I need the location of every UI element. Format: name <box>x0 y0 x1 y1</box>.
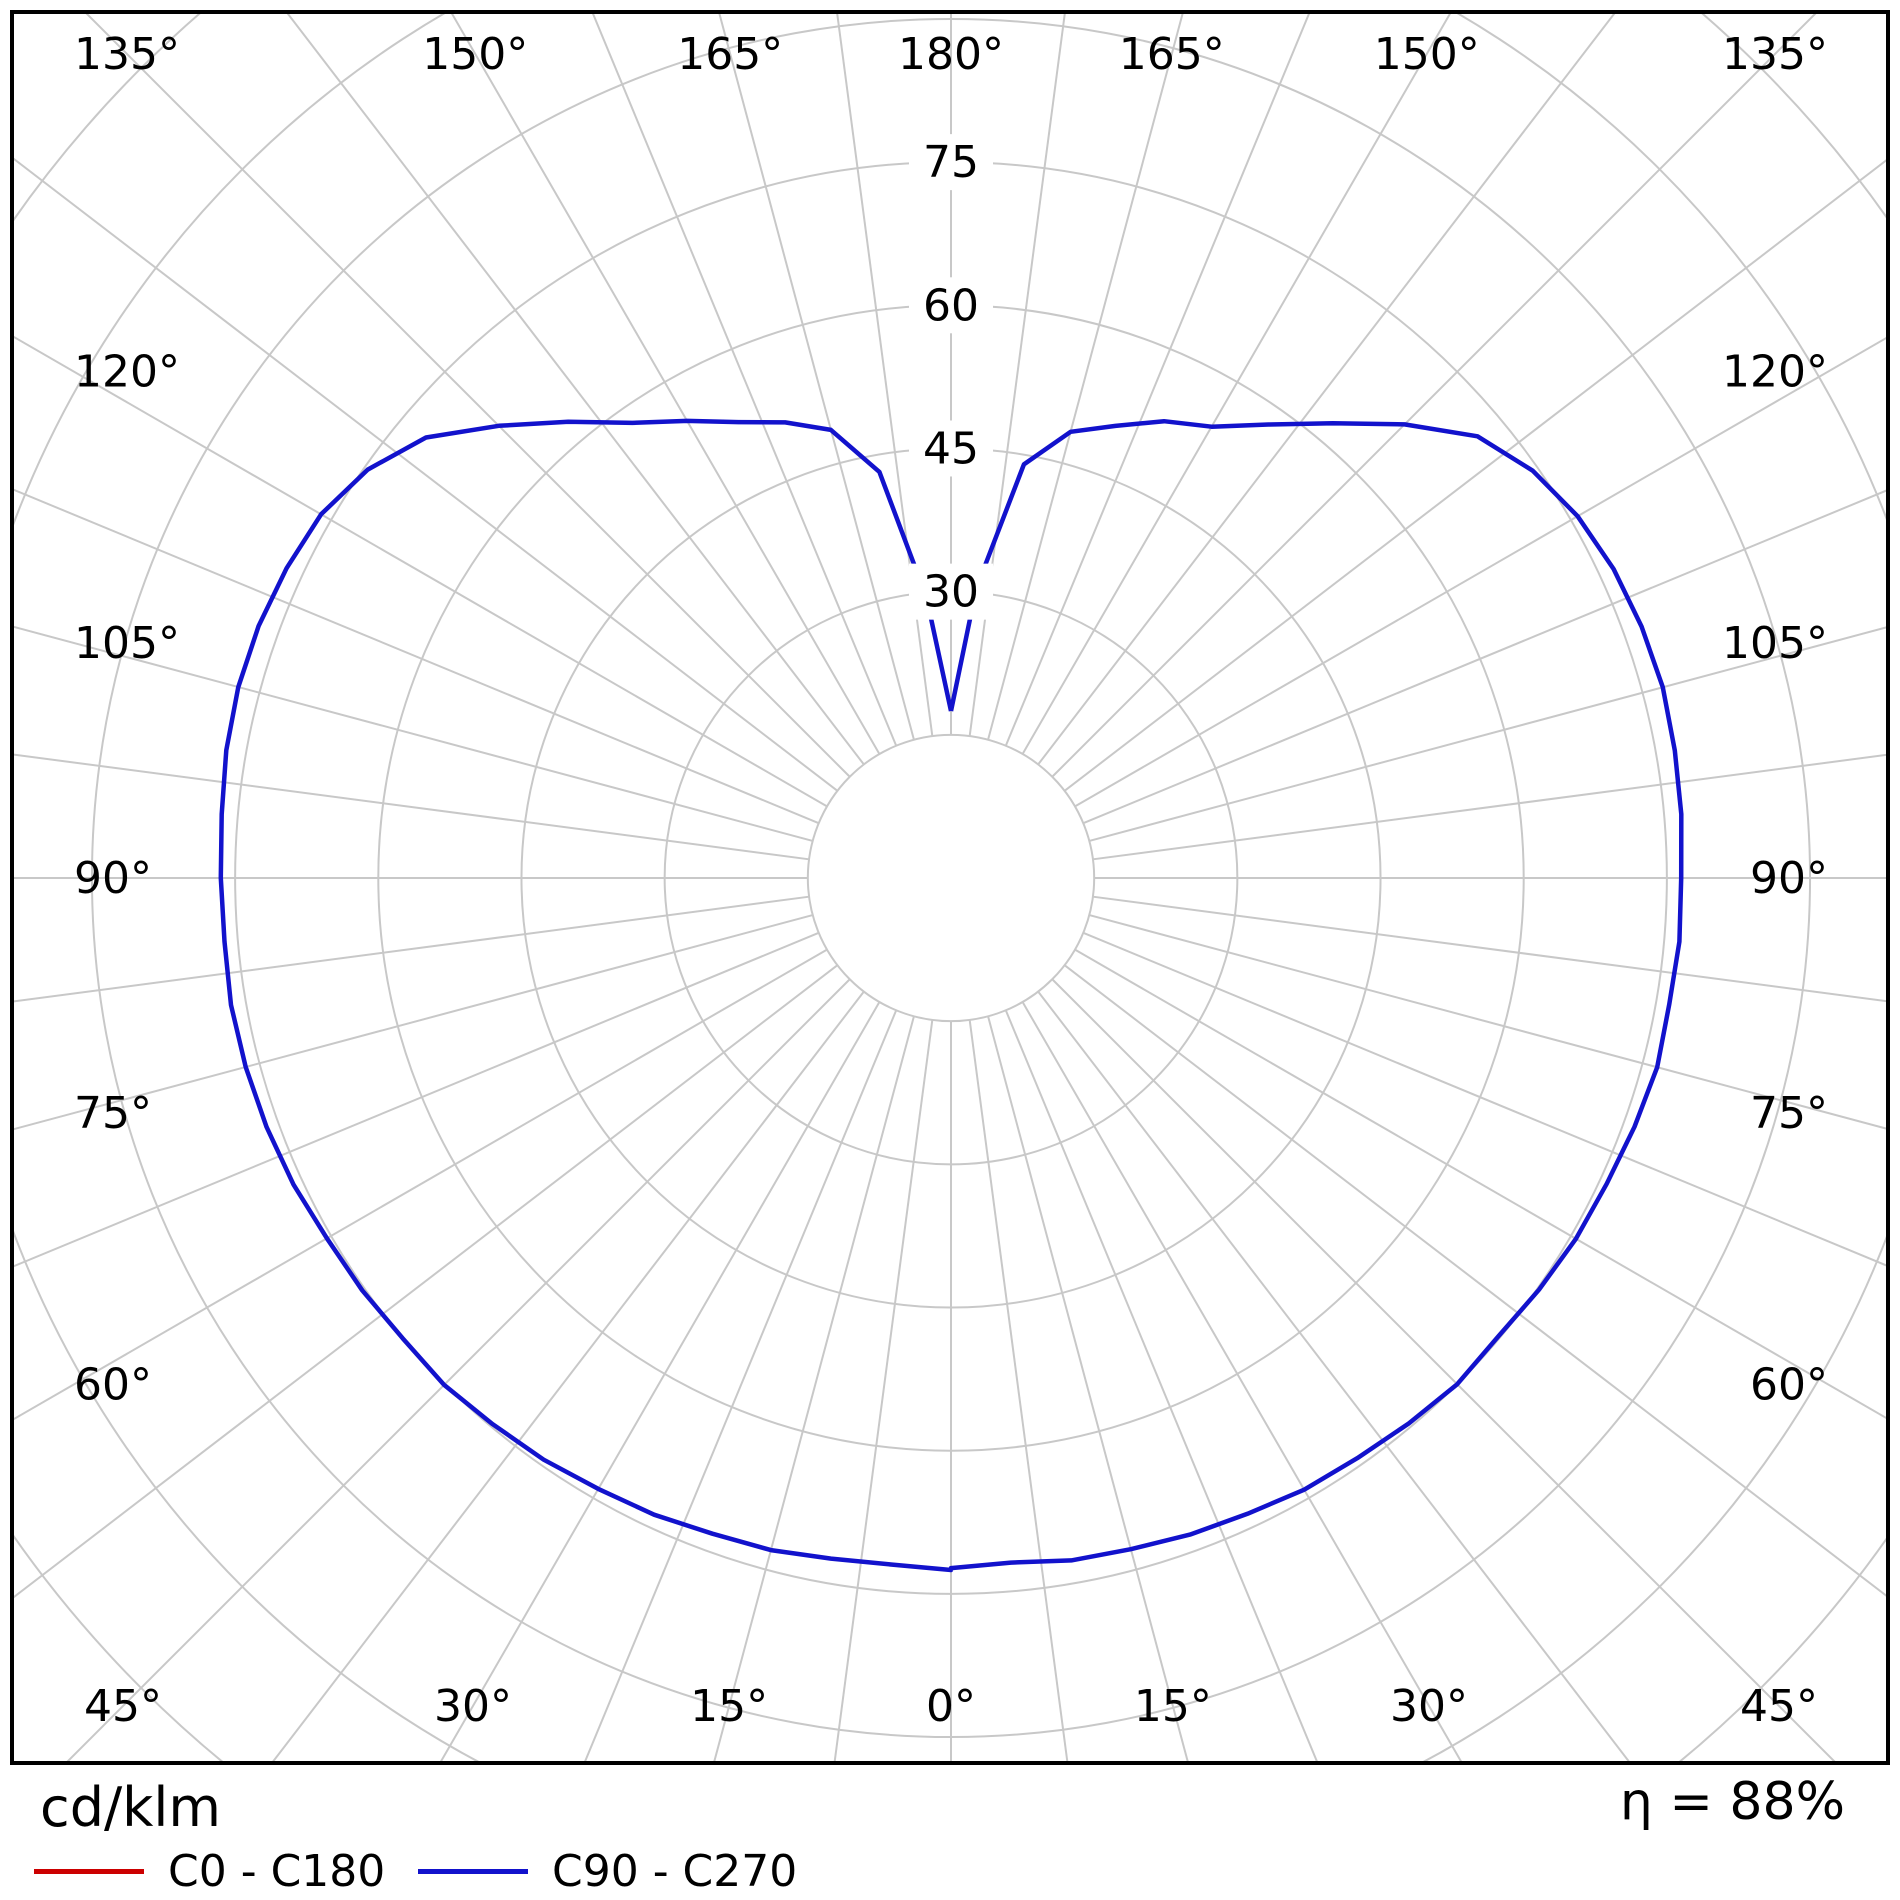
angle-tick-label: 180° <box>898 29 1004 80</box>
chart-border <box>10 10 1890 1765</box>
intensity-curve <box>218 418 1684 1573</box>
angle-tick-label: 90° <box>1750 853 1828 904</box>
angle-tick-label: 45° <box>84 1681 162 1732</box>
ring-tick-label: 30 <box>923 567 979 618</box>
ring-label-bg <box>909 420 993 477</box>
angle-tick-label: 165° <box>1119 29 1225 80</box>
angle-tick-label: 15° <box>1134 1681 1212 1732</box>
legend-item-c90-c270: C90 - C270 <box>418 1846 797 1897</box>
ring-label-bg <box>909 563 993 620</box>
angle-tick-label: 30° <box>1390 1681 1468 1732</box>
angle-tick-label: 0° <box>926 1681 976 1732</box>
angle-tick-label: 15° <box>690 1681 768 1732</box>
legend-label-c0-c180: C0 - C180 <box>168 1846 386 1897</box>
ring-label-bg <box>909 134 993 191</box>
angle-tick-label: 60° <box>74 1359 152 1410</box>
ring-tick-label: 60 <box>923 280 979 331</box>
angle-tick-label: 90° <box>74 853 152 904</box>
angle-tick-label: 120° <box>1722 347 1828 398</box>
c90-c270-line-swatch <box>418 1869 528 1874</box>
angle-tick-label: 30° <box>434 1681 512 1732</box>
units-label: cd/klm <box>40 1776 222 1839</box>
angle-tick-label: 120° <box>74 347 180 398</box>
efficiency-value: η = 88% <box>1619 1772 1845 1832</box>
legend-label-c90-c270: C90 - C270 <box>552 1846 798 1897</box>
angle-tick-label: 105° <box>1722 618 1828 669</box>
angle-tick-label: 45° <box>1740 1681 1818 1732</box>
angle-tick-label: 150° <box>1374 29 1480 80</box>
ring-label-bg <box>909 277 993 334</box>
ring-tick-label: 45 <box>923 423 979 474</box>
ring-tick-label: 75 <box>923 137 979 188</box>
legend-item-c0-c180: C0 - C180 <box>34 1846 385 1897</box>
angle-tick-label: 135° <box>74 29 180 80</box>
angle-tick-label: 135° <box>1722 29 1828 80</box>
angle-tick-label: 165° <box>677 29 783 80</box>
angle-tick-label: 75° <box>1750 1088 1828 1139</box>
angle-tick-label: 150° <box>422 29 528 80</box>
angle-tick-label: 105° <box>74 618 180 669</box>
c0-c180-line-swatch <box>34 1869 144 1874</box>
angle-tick-label: 75° <box>74 1088 152 1139</box>
angle-tick-label: 60° <box>1750 1359 1828 1410</box>
